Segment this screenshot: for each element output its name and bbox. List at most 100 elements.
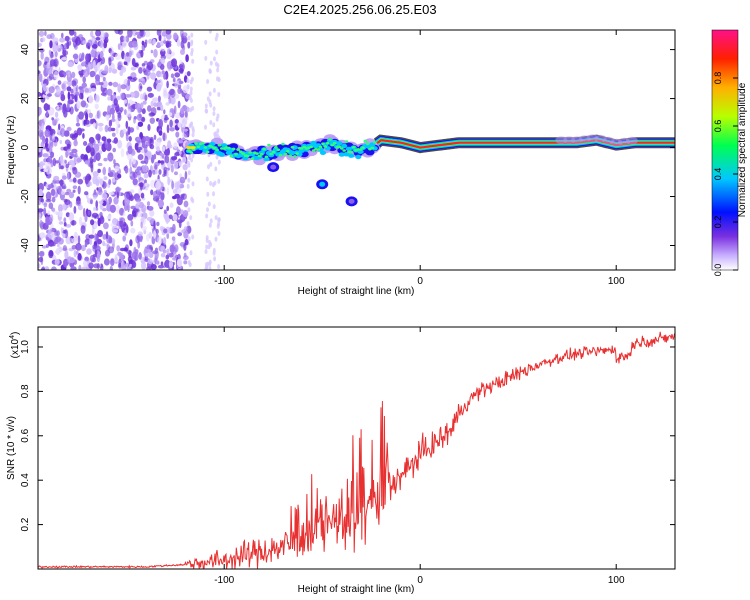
signal-blob: [257, 154, 262, 158]
faint-column-speckle: [209, 181, 213, 186]
noise-speckle: [73, 85, 76, 94]
noise-speckle: [165, 30, 172, 35]
noise-speckle: [56, 105, 60, 110]
noise-speckle: [131, 58, 136, 67]
signal-blob: [321, 142, 325, 145]
noise-speckle: [67, 172, 70, 180]
noise-speckle: [182, 37, 187, 44]
signal-blob: [227, 146, 231, 150]
noise-speckle: [129, 239, 133, 247]
faint-column-speckle: [191, 181, 195, 187]
snr-scale-exponent: 4: [9, 335, 16, 339]
faint-column-speckle: [217, 159, 221, 165]
noise-speckle: [120, 84, 127, 90]
noise-speckle: [174, 80, 178, 89]
noise-speckle: [83, 141, 88, 146]
noise-speckle: [138, 182, 145, 188]
faint-column-speckle: [189, 79, 193, 85]
noise-speckle: [149, 117, 155, 124]
noise-speckle: [38, 60, 42, 67]
noise-speckle: [73, 249, 77, 258]
faint-column-speckle: [209, 161, 213, 167]
noise-speckle: [74, 95, 77, 101]
noise-speckle: [97, 122, 104, 127]
noise-speckle: [44, 266, 50, 270]
noise-speckle: [177, 160, 184, 164]
y-tick-label: 1.0: [20, 340, 31, 354]
noise-speckle: [68, 212, 75, 222]
y-tick-label: 0.6: [20, 428, 31, 442]
signal-blob: [260, 153, 264, 156]
noise-speckle: [41, 122, 44, 131]
faint-column-speckle: [189, 86, 193, 92]
noise-speckle: [165, 42, 172, 48]
noise-speckle: [183, 252, 187, 258]
noise-speckle: [99, 50, 104, 59]
noise-speckle: [156, 83, 162, 92]
noise-speckle: [171, 58, 178, 68]
signal-blob: [316, 148, 321, 151]
noise-speckle: [179, 150, 182, 155]
noise-speckle: [45, 191, 52, 201]
noise-speckle: [38, 208, 44, 213]
faint-column-speckle: [215, 49, 219, 55]
noise-speckle: [74, 171, 82, 178]
noise-speckle: [129, 159, 132, 167]
noise-speckle: [172, 223, 176, 233]
noise-speckle: [160, 160, 165, 164]
noise-speckle: [166, 80, 169, 89]
faint-column-speckle: [188, 155, 192, 161]
noise-speckle: [169, 244, 175, 253]
noise-speckle: [71, 237, 79, 244]
faint-column-speckle: [209, 102, 213, 108]
noise-speckle: [73, 139, 78, 147]
signal-blob: [189, 151, 194, 154]
noise-speckle: [141, 40, 145, 46]
noise-speckle: [77, 178, 84, 185]
noise-speckle: [99, 211, 103, 217]
noise-speckle: [117, 139, 123, 149]
noise-speckle: [129, 263, 132, 268]
noise-speckle: [46, 93, 52, 97]
signal-blob: [361, 146, 365, 150]
noise-speckle: [127, 108, 132, 118]
signal-onset-dot: [189, 146, 196, 150]
noise-speckle: [63, 222, 67, 227]
spectrogram-panel: -100 0 100 -40 -20 0 20 40 Height of straight …: [6, 29, 676, 297]
signal-blob: [213, 146, 217, 150]
noise-speckle: [177, 87, 182, 95]
noise-speckle: [54, 50, 58, 58]
noise-speckle: [66, 143, 71, 149]
noise-speckle: [169, 202, 174, 208]
faint-column-speckle: [209, 60, 213, 66]
noise-speckle: [154, 139, 161, 147]
noise-speckle: [52, 133, 56, 141]
noise-speckle: [128, 136, 132, 142]
noise-speckle: [106, 215, 111, 220]
noise-speckle: [38, 129, 44, 138]
noise-speckle: [137, 154, 144, 161]
noise-speckle: [45, 137, 49, 144]
noise-speckle: [66, 188, 72, 193]
signal-blob: [201, 142, 205, 145]
noise-speckle: [40, 198, 45, 203]
noise-speckle: [168, 112, 173, 117]
faint-column-speckle: [191, 234, 195, 240]
noise-speckle: [98, 200, 104, 205]
signal-blob: [203, 146, 208, 149]
noise-speckle: [106, 138, 112, 144]
signal-blob: [283, 152, 288, 156]
noise-speckle: [108, 236, 113, 244]
noise-speckle: [160, 191, 165, 201]
noise-speckle: [170, 73, 175, 79]
noise-speckle: [62, 258, 68, 268]
noise-speckle: [149, 143, 152, 149]
noise-speckle: [153, 230, 157, 239]
noise-speckle: [155, 180, 162, 190]
spectrogram-y-label: Frequency (Hz): [6, 116, 17, 185]
signal-blob: [269, 152, 274, 156]
noise-speckle: [57, 102, 63, 106]
colorbar-tick-label: 0.2: [713, 216, 723, 229]
noise-speckle: [78, 34, 83, 39]
noise-speckle: [102, 168, 106, 175]
